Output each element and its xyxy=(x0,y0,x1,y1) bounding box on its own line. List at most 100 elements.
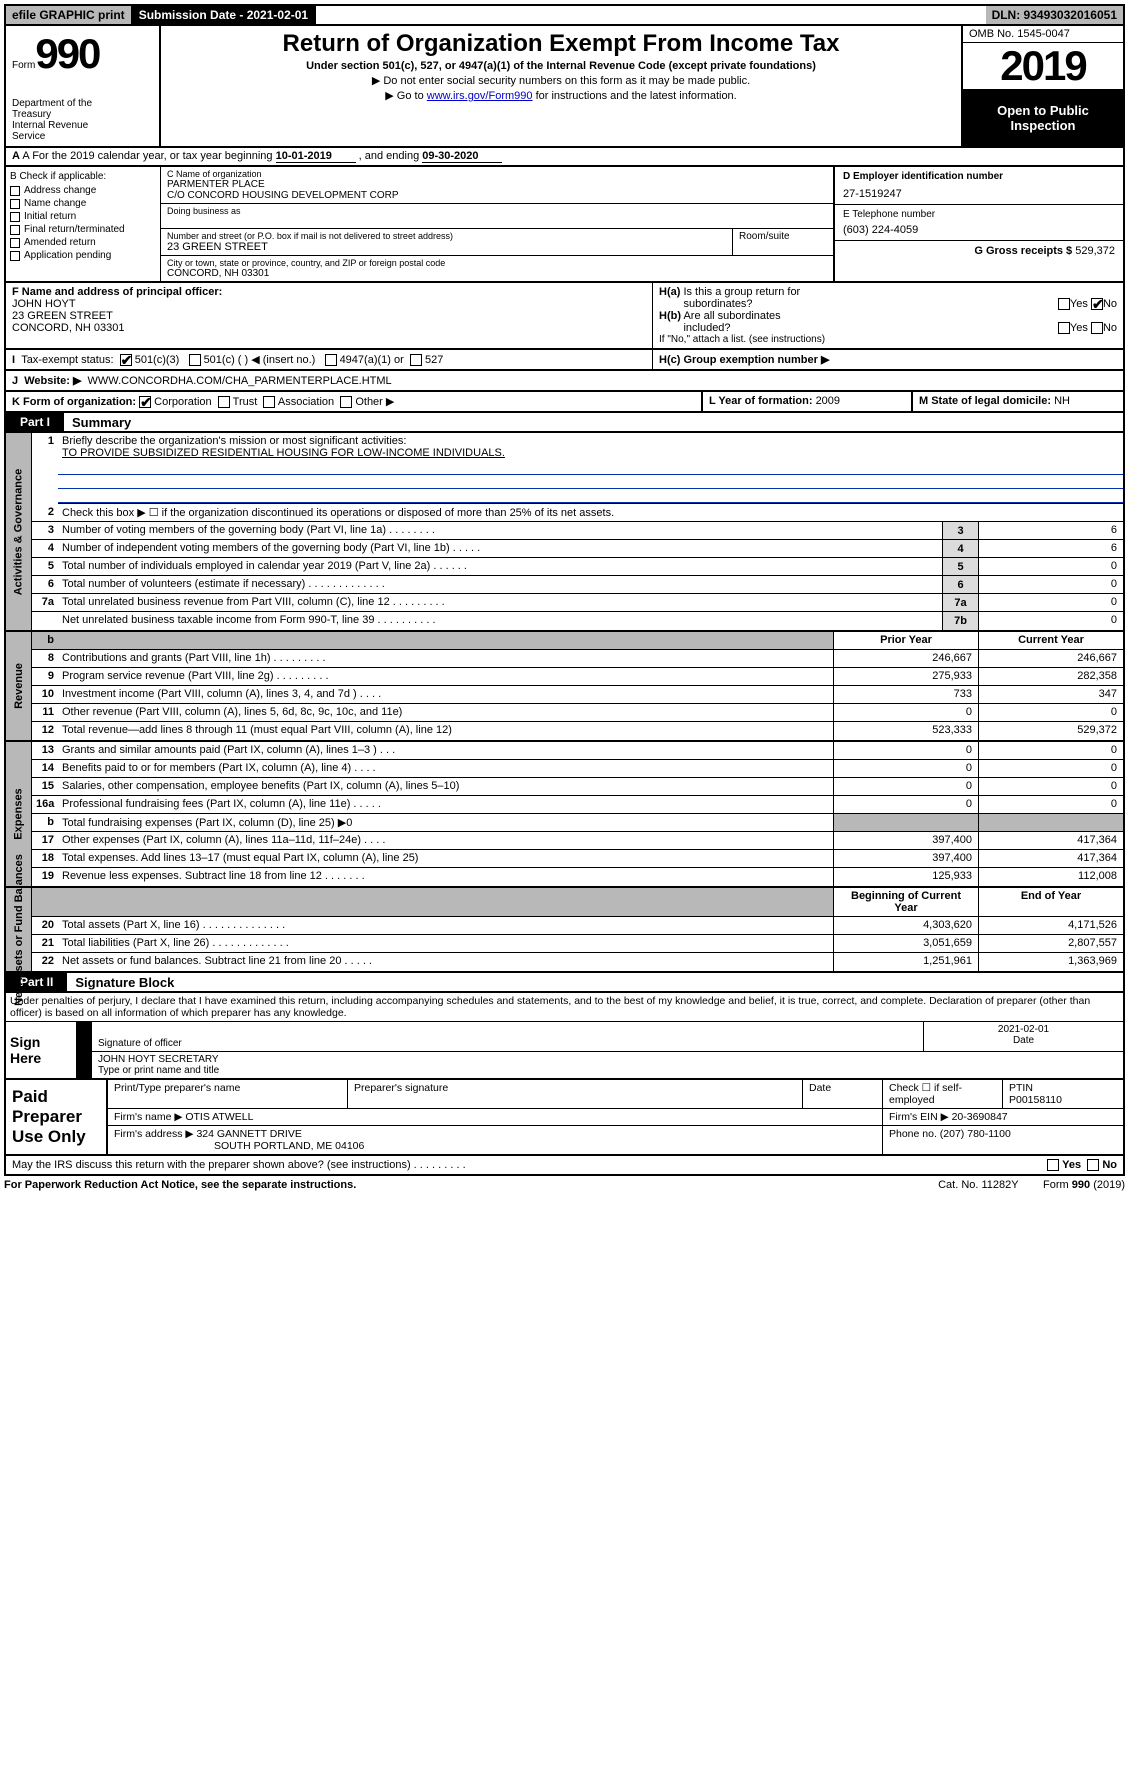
org-name: PARMENTER PLACE xyxy=(167,179,827,190)
expense-row: bTotal fundraising expenses (Part IX, co… xyxy=(32,814,1123,832)
gross-receipts: 529,372 xyxy=(1075,245,1115,257)
city-label: City or town, state or province, country… xyxy=(167,258,827,268)
netasset-row: 22Net assets or fund balances. Subtract … xyxy=(32,953,1123,971)
firm-addr2: SOUTH PORTLAND, ME 04106 xyxy=(214,1140,364,1152)
check-other[interactable] xyxy=(340,396,352,408)
row-f-h: F Name and address of principal officer:… xyxy=(4,283,1125,350)
irs-link[interactable]: www.irs.gov/Form990 xyxy=(427,90,533,102)
netasset-row: 20Total assets (Part X, line 16) . . . .… xyxy=(32,917,1123,935)
netassets-section: Net Assets or Fund Balances Beginning of… xyxy=(4,888,1125,973)
hb-no[interactable] xyxy=(1091,322,1103,334)
paid-preparer: PaidPreparerUse Only Print/Type preparer… xyxy=(4,1080,1125,1156)
check-app-pending[interactable]: Application pending xyxy=(10,250,156,261)
firm-ein: 20-3690847 xyxy=(952,1111,1008,1123)
ha-no[interactable] xyxy=(1091,298,1103,310)
form-number: Form 990 xyxy=(12,30,153,78)
year-end: 09-30-2020 xyxy=(422,150,502,163)
check-final-return[interactable]: Final return/terminated xyxy=(10,224,156,235)
street-address: 23 GREEN STREET xyxy=(167,241,726,253)
omb-number: OMB No. 1545-0047 xyxy=(963,26,1123,43)
discuss-row: May the IRS discuss this return with the… xyxy=(4,1156,1125,1176)
expense-row: 15Salaries, other compensation, employee… xyxy=(32,778,1123,796)
goto-note: ▶ Go to www.irs.gov/Form990 for instruct… xyxy=(385,89,736,102)
part2-header: Part II Signature Block xyxy=(4,973,1125,993)
ein: 27-1519247 xyxy=(843,188,1115,200)
summary-row: 6Total number of volunteers (estimate if… xyxy=(32,576,1123,594)
expense-row: 16aProfessional fundraising fees (Part I… xyxy=(32,796,1123,814)
check-4947[interactable] xyxy=(325,354,337,366)
mission: TO PROVIDE SUBSIDIZED RESIDENTIAL HOUSIN… xyxy=(62,447,505,459)
summary-row: 3Number of voting members of the governi… xyxy=(32,522,1123,540)
discuss-no[interactable] xyxy=(1087,1159,1099,1171)
d-label: D Employer identification number xyxy=(843,171,1115,182)
summary-row: 4Number of independent voting members of… xyxy=(32,540,1123,558)
summary-row: 5Total number of individuals employed in… xyxy=(32,558,1123,576)
open-to-public: Open to Public Inspection xyxy=(963,90,1123,146)
city-state-zip: CONCORD, NH 03301 xyxy=(167,268,827,279)
signature-block: Under penalties of perjury, I declare th… xyxy=(4,993,1125,1080)
revenue-row: 10Investment income (Part VIII, column (… xyxy=(32,686,1123,704)
tax-status-row: I Tax-exempt status: 501(c)(3) 501(c) ( … xyxy=(4,350,1125,371)
check-corp[interactable] xyxy=(139,396,151,408)
check-address-change[interactable]: Address change xyxy=(10,185,156,196)
penalty-declaration: Under penalties of perjury, I declare th… xyxy=(6,993,1123,1021)
check-name-change[interactable]: Name change xyxy=(10,198,156,209)
officer-addr2: CONCORD, NH 03301 xyxy=(12,322,124,334)
netasset-row: 21Total liabilities (Part X, line 26) . … xyxy=(32,935,1123,953)
form-header: Form 990 Department of theTreasuryIntern… xyxy=(4,26,1125,148)
check-trust[interactable] xyxy=(218,396,230,408)
tax-year-row: A A For the 2019 calendar year, or tax y… xyxy=(4,148,1125,167)
e-label: E Telephone number xyxy=(843,209,1115,220)
check-assoc[interactable] xyxy=(263,396,275,408)
officer-name: JOHN HOYT xyxy=(12,298,76,310)
expense-row: 13Grants and similar amounts paid (Part … xyxy=(32,742,1123,760)
dba-label: Doing business as xyxy=(167,206,827,216)
sig-arrow-icon xyxy=(78,1022,92,1051)
year-formation: 2009 xyxy=(816,395,840,407)
domicile-state: NH xyxy=(1054,395,1070,407)
check-initial-return[interactable]: Initial return xyxy=(10,211,156,222)
c-label: C Name of organization xyxy=(167,169,827,179)
expense-row: 17Other expenses (Part IX, column (A), l… xyxy=(32,832,1123,850)
check-amended[interactable]: Amended return xyxy=(10,237,156,248)
org-co: C/O CONCORD HOUSING DEVELOPMENT CORP xyxy=(167,190,827,201)
addr-label: Number and street (or P.O. box if mail i… xyxy=(167,231,726,241)
expense-row: 14Benefits paid to or for members (Part … xyxy=(32,760,1123,778)
year-begin: 10-01-2019 xyxy=(276,150,356,163)
ptin: P00158110 xyxy=(1009,1094,1062,1106)
check-527[interactable] xyxy=(410,354,422,366)
dln: DLN: 93493032016051 xyxy=(986,6,1123,24)
telephone: (603) 224-4059 xyxy=(843,224,1115,236)
sig-date: 2021-02-01 xyxy=(930,1024,1117,1035)
website-row: J Website: ▶ WWW.CONCORDHA.COM/CHA_PARME… xyxy=(4,371,1125,392)
officer-print-name: JOHN HOYT SECRETARY xyxy=(98,1054,1117,1065)
row-klm: K Form of organization: Corporation Trus… xyxy=(4,392,1125,413)
summary-row: 7aTotal unrelated business revenue from … xyxy=(32,594,1123,612)
firm-phone: (207) 780-1100 xyxy=(940,1128,1011,1140)
hb-yes[interactable] xyxy=(1058,322,1070,334)
ssn-note: ▶ Do not enter social security numbers o… xyxy=(372,74,750,87)
check-b-label: B Check if applicable: xyxy=(10,171,156,182)
revenue-section: Revenue bPrior YearCurrent Year 8Contrib… xyxy=(4,632,1125,742)
discuss-yes[interactable] xyxy=(1047,1159,1059,1171)
efile-label: efile GRAPHIC print xyxy=(6,6,133,24)
tax-year: 2019 xyxy=(963,43,1123,90)
suite-label: Room/suite xyxy=(733,229,833,255)
check-501c[interactable] xyxy=(189,354,201,366)
revenue-row: 8Contributions and grants (Part VIII, li… xyxy=(32,650,1123,668)
officer-addr1: 23 GREEN STREET xyxy=(12,310,113,322)
ha-yes[interactable] xyxy=(1058,298,1070,310)
revenue-row: 11Other revenue (Part VIII, column (A), … xyxy=(32,704,1123,722)
firm-name: OTIS ATWELL xyxy=(185,1111,253,1123)
sig-arrow-icon xyxy=(78,1052,92,1078)
entity-block: B Check if applicable: Address change Na… xyxy=(4,167,1125,283)
revenue-row: 12Total revenue—add lines 8 through 11 (… xyxy=(32,722,1123,740)
dept-treasury: Department of theTreasuryInternal Revenu… xyxy=(12,98,153,142)
expense-row: 19Revenue less expenses. Subtract line 1… xyxy=(32,868,1123,886)
form-subtitle: Under section 501(c), 527, or 4947(a)(1)… xyxy=(306,60,816,72)
footer-final: For Paperwork Reduction Act Notice, see … xyxy=(4,1176,1125,1194)
expense-row: 18Total expenses. Add lines 13–17 (must … xyxy=(32,850,1123,868)
check-501c3[interactable] xyxy=(120,354,132,366)
top-strip: efile GRAPHIC print Submission Date - 20… xyxy=(4,4,1125,26)
part1-header: Part I Summary xyxy=(4,413,1125,433)
